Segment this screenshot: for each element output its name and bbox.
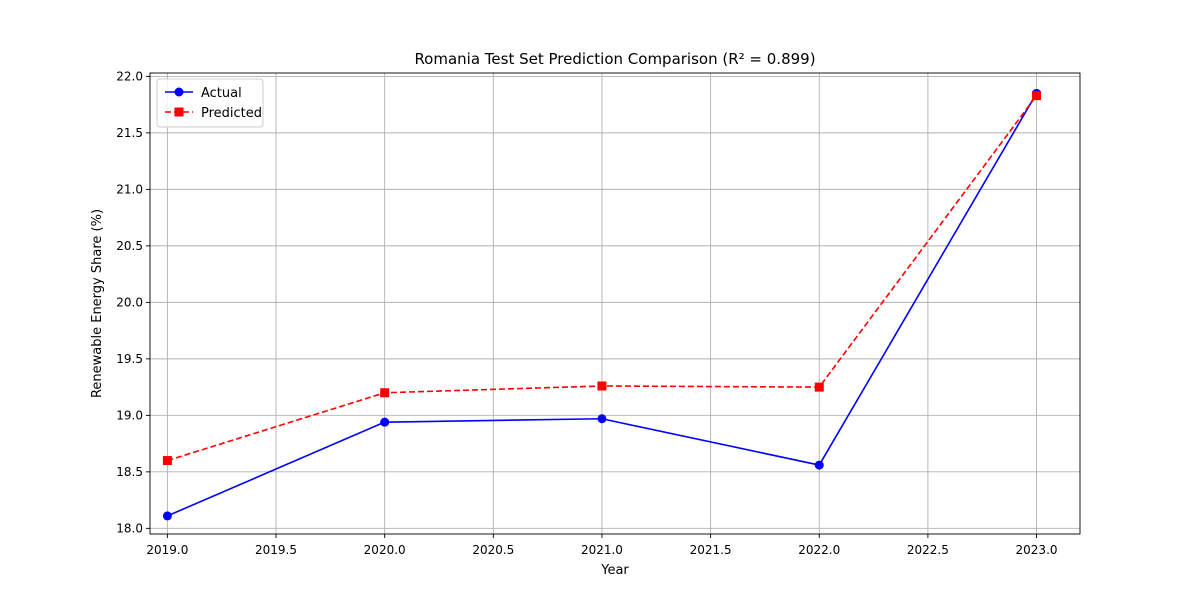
legend-label: Actual: [201, 86, 242, 101]
legend: Actual Predicted: [156, 78, 264, 128]
legend-marker-swatch: [174, 87, 184, 97]
y-tick-label: 21.5: [116, 126, 143, 140]
y-tick-label: 20.0: [116, 295, 143, 309]
x-tick-label: 2022.0: [798, 543, 840, 557]
y-tick-label: 19.5: [116, 352, 143, 366]
grid: [150, 73, 1080, 534]
x-axis-title: Year: [600, 563, 629, 578]
predicted-point-marker: [380, 388, 390, 398]
series-group: [162, 88, 1042, 521]
actual-point-marker: [162, 511, 172, 521]
y-tick-label: 19.0: [116, 408, 143, 422]
y-tick-label: 18.0: [116, 521, 143, 535]
axis-ticks: 2019.0 2019.5 2020.0 2020.5 2021.0 2021.5 2022…: [116, 69, 1057, 557]
actual-point-marker: [814, 460, 824, 470]
x-tick-label: 2021.5: [690, 543, 732, 557]
x-tick-label: 2023.0: [1016, 543, 1058, 557]
y-tick-label: 22.0: [116, 69, 143, 83]
x-tick-label: 2019.0: [146, 543, 188, 557]
x-tick-label: 2019.5: [255, 543, 297, 557]
x-tick-label: 2020.0: [364, 543, 406, 557]
legend-entry-actual: Actual: [165, 86, 242, 101]
legend-entry-predicted: Predicted: [165, 106, 262, 121]
predicted-point-marker: [814, 382, 824, 392]
series-predicted: [162, 91, 1042, 466]
legend-marker-swatch: [174, 107, 184, 117]
chart-title: Romania Test Set Prediction Comparison (…: [414, 50, 815, 68]
x-tick-label: 2020.5: [472, 543, 514, 557]
y-axis-title: Renewable Energy Share (%): [90, 209, 105, 398]
y-tick-label: 21.0: [116, 182, 143, 196]
predicted-point-marker: [597, 381, 607, 391]
x-tick-label: 2021.0: [581, 543, 623, 557]
y-tick-label: 18.5: [116, 465, 143, 479]
actual-point-marker: [597, 414, 607, 424]
predicted-point-marker: [1032, 91, 1042, 101]
y-tick-label: 20.5: [116, 239, 143, 253]
x-tick-label: 2022.5: [907, 543, 949, 557]
plot-frame: [149, 72, 1081, 535]
actual-point-marker: [380, 417, 390, 427]
predicted-point-marker: [162, 456, 172, 466]
legend-label: Predicted: [201, 106, 262, 121]
